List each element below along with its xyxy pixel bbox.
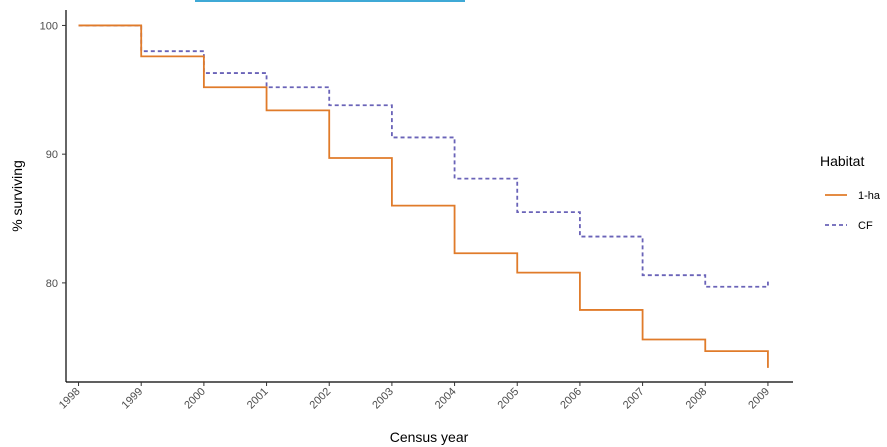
- top-cyan-bar: [195, 0, 465, 2]
- y-axis-ticks: 80 90 100: [40, 20, 66, 290]
- plot-area: [78, 24, 769, 368]
- x-tick-label: 2000: [182, 386, 208, 412]
- legend: Habitat 1-ha CF: [820, 153, 881, 232]
- x-tick-label: 2006: [558, 386, 584, 412]
- x-tick-label: 1998: [57, 386, 83, 412]
- x-tick-label: 2003: [370, 386, 396, 412]
- legend-label-cf: CF: [858, 220, 873, 232]
- x-tick-label: 2001: [245, 386, 271, 412]
- x-axis-ticks: 1998 1999 2000 2001 2002 2003 2004 2005 2006 2007…: [57, 382, 772, 411]
- x-tick-label: 2002: [308, 386, 334, 412]
- series-line-cf: [78, 24, 769, 288]
- x-tick-label: 2004: [433, 386, 459, 412]
- x-tick-label: 2008: [684, 386, 710, 412]
- y-tick-label: 90: [46, 149, 58, 161]
- y-tick-label: 100: [40, 20, 58, 32]
- legend-label-1-ha: 1-ha: [858, 190, 881, 202]
- x-axis-title: Census year: [390, 429, 469, 445]
- x-tick-label: 2007: [621, 386, 647, 412]
- x-tick-label: 2009: [746, 386, 772, 412]
- legend-title: Habitat: [820, 153, 864, 169]
- y-tick-label: 80: [46, 278, 58, 290]
- x-tick-label: 1999: [120, 386, 146, 412]
- series-line-1-ha: [78, 24, 769, 368]
- y-axis-title: % surviving: [9, 160, 25, 232]
- x-tick-label: 2005: [496, 386, 522, 412]
